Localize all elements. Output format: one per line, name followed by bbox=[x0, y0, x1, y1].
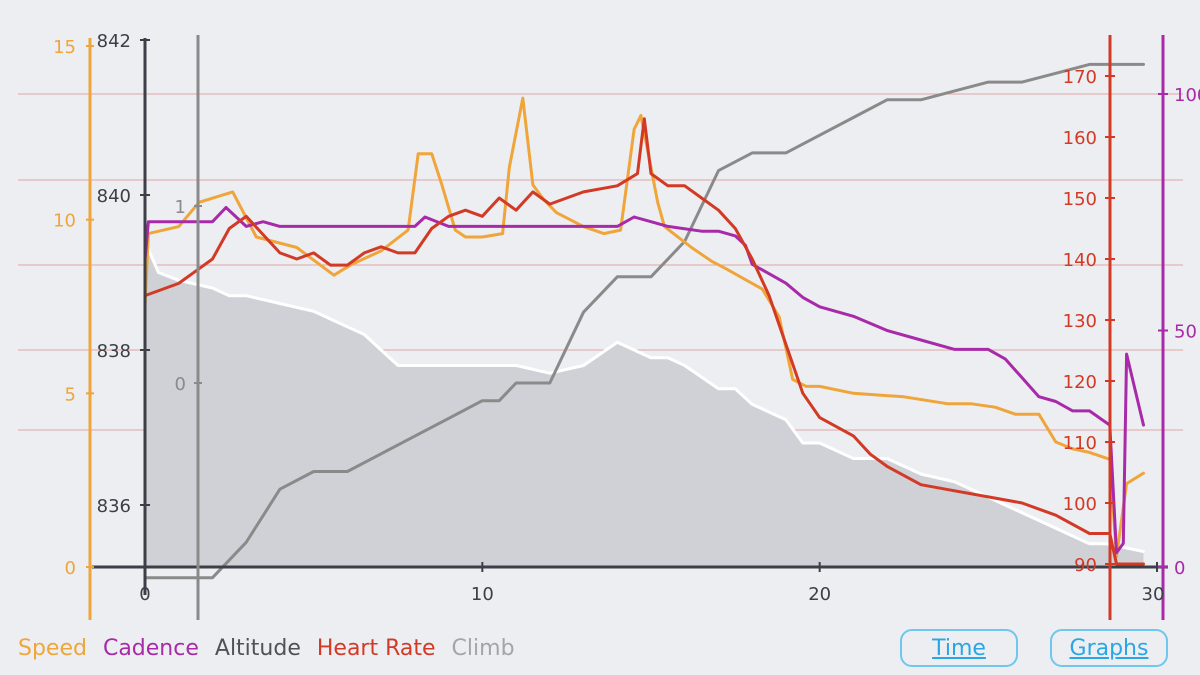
speed-tick-label-0: 0 bbox=[65, 558, 76, 579]
x-tick-label-10: 10 bbox=[471, 584, 494, 605]
chart-axes bbox=[88, 35, 1168, 620]
altitude-tick-label-840: 840 bbox=[97, 186, 131, 207]
altitude-tick-label-842: 842 bbox=[97, 31, 131, 52]
series-heart-rate-line bbox=[143, 117, 1145, 566]
altitude-area bbox=[145, 241, 1144, 567]
speed-tick-label-15: 15 bbox=[53, 37, 76, 58]
cadence-tick-label-50: 50 bbox=[1174, 322, 1197, 343]
climb-tick-label-0: 0 bbox=[175, 374, 186, 395]
heart-rate-tick-label-130: 130 bbox=[1063, 311, 1097, 332]
legend-cadence: Cadence bbox=[102, 636, 199, 661]
series-cadence-line bbox=[143, 206, 1145, 555]
cadence-tick-label-100: 100 bbox=[1174, 85, 1200, 106]
x-tick-label-0: 0 bbox=[139, 584, 150, 605]
heart-rate-tick-label-170: 170 bbox=[1063, 67, 1097, 88]
legend-heart-rate: Heart Rate bbox=[316, 636, 436, 661]
heart-rate-tick-label-150: 150 bbox=[1063, 189, 1097, 210]
heart-rate-tick-label-90: 90 bbox=[1074, 555, 1097, 576]
legend-climb: Climb bbox=[451, 636, 515, 661]
legend-altitude: Altitude bbox=[214, 636, 301, 661]
speed-tick-label-10: 10 bbox=[53, 211, 76, 232]
altitude-area-fill bbox=[145, 241, 1144, 567]
chart-area: 0 10 20 30 0 5 10 15 836 838 840 842 0 1 90 100 110 120 13… bbox=[18, 31, 1200, 620]
legend-speed: Speed bbox=[18, 636, 87, 661]
series-climb-line bbox=[143, 62, 1145, 580]
altitude-tick-label-836: 836 bbox=[97, 496, 131, 517]
chart-series bbox=[143, 62, 1145, 580]
series-altitude-line bbox=[143, 240, 1145, 553]
heart-rate-tick-label-100: 100 bbox=[1063, 494, 1097, 515]
climb-tick-label-1: 1 bbox=[175, 197, 186, 218]
graphs-button[interactable]: Graphs bbox=[1050, 629, 1168, 667]
heart-rate-tick-label-140: 140 bbox=[1063, 250, 1097, 271]
heart-rate-tick-label-120: 120 bbox=[1063, 372, 1097, 393]
altitude-tick-label-838: 838 bbox=[97, 341, 131, 362]
chart-legend: Speed Cadence Altitude Heart Rate Climb bbox=[18, 636, 515, 661]
speed-tick-label-5: 5 bbox=[65, 384, 76, 405]
cadence-tick-label-0: 0 bbox=[1174, 558, 1185, 579]
chart-ticks: 0 10 20 30 0 5 10 15 836 838 840 842 0 1 90 100 110 120 13… bbox=[53, 31, 1200, 605]
time-button[interactable]: Time bbox=[900, 629, 1018, 667]
heart-rate-tick-label-160: 160 bbox=[1063, 128, 1097, 149]
x-tick-label-20: 20 bbox=[808, 584, 831, 605]
heart-rate-tick-label-110: 110 bbox=[1063, 433, 1097, 454]
x-tick-label-30: 30 bbox=[1142, 584, 1165, 605]
